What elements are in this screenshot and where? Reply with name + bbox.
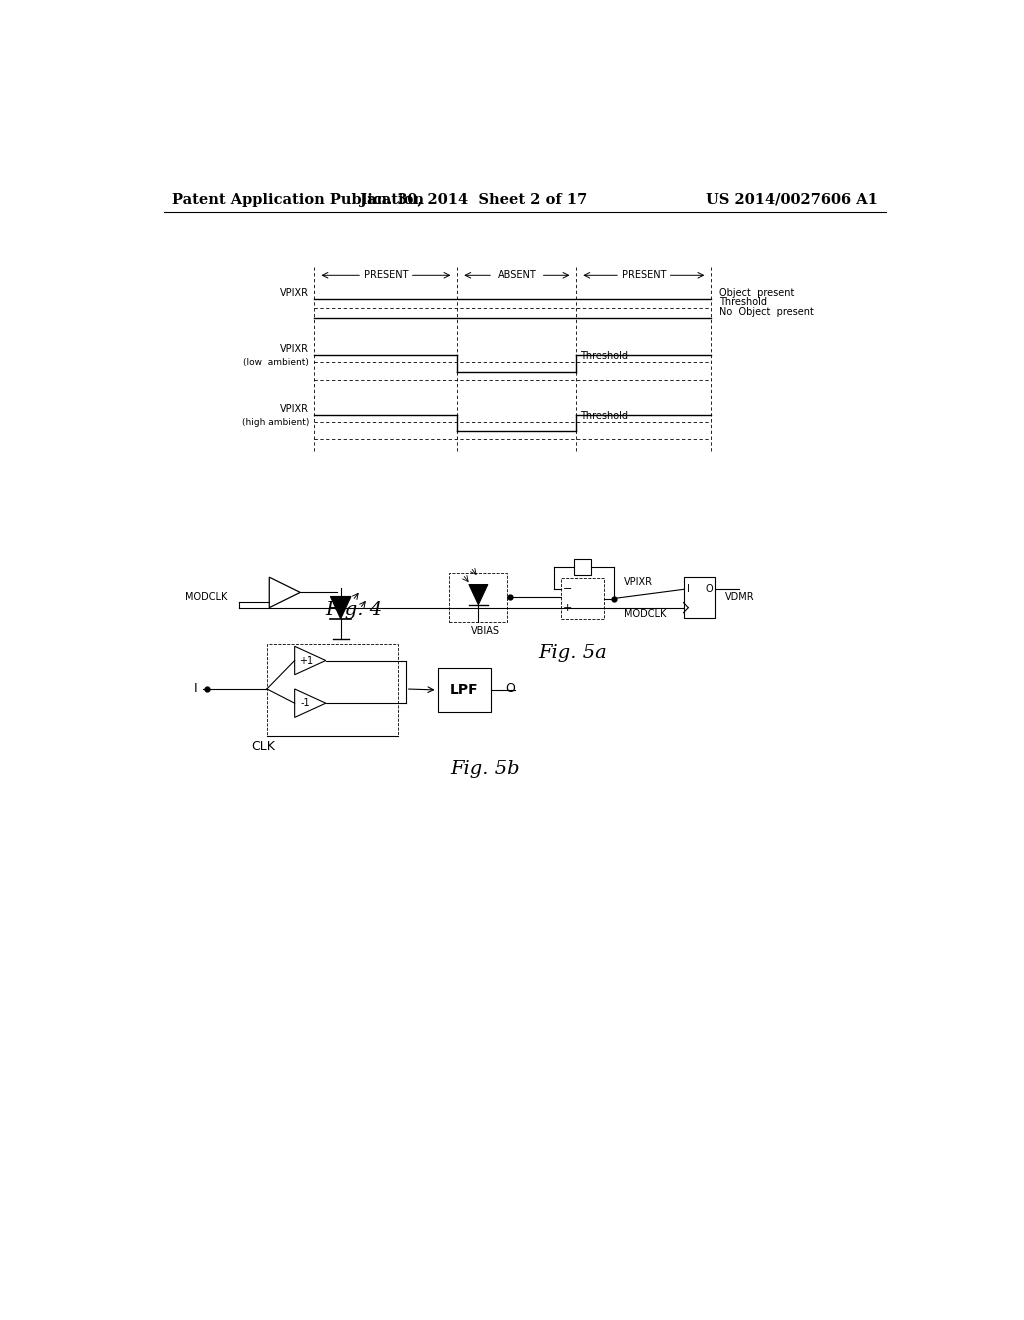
Text: US 2014/0027606 A1: US 2014/0027606 A1 xyxy=(707,193,878,206)
Text: Fig. 5b: Fig. 5b xyxy=(451,760,520,777)
Text: PRESENT: PRESENT xyxy=(364,271,409,280)
Text: I: I xyxy=(194,682,198,696)
Text: O: O xyxy=(706,585,714,594)
Text: CLK: CLK xyxy=(251,739,274,752)
Text: LPF: LPF xyxy=(451,682,479,697)
Text: (high ambient): (high ambient) xyxy=(242,417,309,426)
Text: +: + xyxy=(563,603,572,612)
Text: VBIAS: VBIAS xyxy=(471,626,501,636)
Text: VPIXR: VPIXR xyxy=(280,404,309,413)
Text: PRESENT: PRESENT xyxy=(622,271,666,280)
Text: MODCLK: MODCLK xyxy=(185,593,227,602)
Text: +1: +1 xyxy=(299,656,312,665)
Text: Jan. 30, 2014  Sheet 2 of 17: Jan. 30, 2014 Sheet 2 of 17 xyxy=(359,193,587,206)
Text: Threshold: Threshold xyxy=(719,297,767,306)
Text: Threshold: Threshold xyxy=(581,411,629,421)
Text: O: O xyxy=(505,682,515,696)
Text: -1: -1 xyxy=(301,698,310,709)
Text: Fig. 5a: Fig. 5a xyxy=(538,644,607,663)
Text: VPIXR: VPIXR xyxy=(624,577,653,587)
Text: VPIXR: VPIXR xyxy=(280,343,309,354)
Text: ABSENT: ABSENT xyxy=(498,271,537,280)
Text: No  Object  present: No Object present xyxy=(719,308,814,317)
Text: Object  present: Object present xyxy=(719,288,795,297)
Polygon shape xyxy=(331,597,351,619)
Text: Threshold: Threshold xyxy=(581,351,629,360)
Text: I: I xyxy=(687,585,689,594)
Text: Patent Application Publication: Patent Application Publication xyxy=(172,193,424,206)
Text: (low  ambient): (low ambient) xyxy=(243,358,309,367)
Text: Fig. 4: Fig. 4 xyxy=(326,601,383,619)
Text: VPIXR: VPIXR xyxy=(280,288,309,297)
Text: MODCLK: MODCLK xyxy=(624,609,667,619)
Text: −: − xyxy=(563,585,572,594)
Text: VDMR: VDMR xyxy=(725,593,755,602)
Polygon shape xyxy=(469,585,487,605)
